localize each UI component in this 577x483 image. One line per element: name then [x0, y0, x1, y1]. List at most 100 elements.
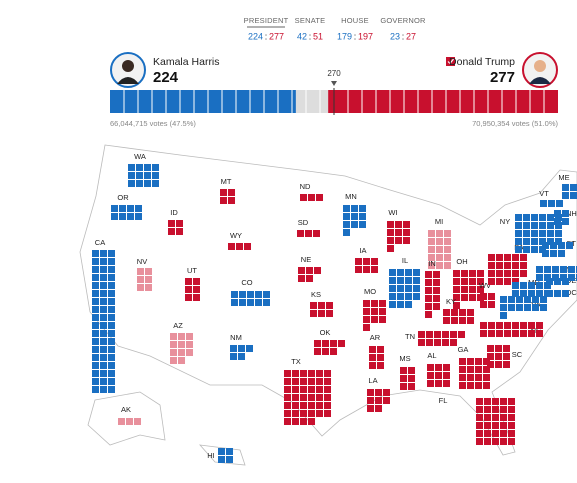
state-label: ME	[558, 173, 569, 182]
tile	[408, 375, 415, 382]
tile	[100, 282, 107, 289]
tile	[461, 270, 468, 277]
tile	[435, 364, 442, 371]
tile	[554, 290, 561, 297]
candidate-ev: 277	[490, 69, 515, 86]
tile	[475, 382, 482, 389]
tile	[539, 214, 546, 221]
tile	[531, 222, 538, 229]
tile	[515, 214, 522, 221]
tile	[263, 291, 270, 298]
tile	[100, 314, 107, 321]
tile	[369, 362, 376, 369]
tile	[246, 345, 253, 352]
tile	[467, 382, 474, 389]
tile	[247, 299, 254, 306]
state-label: VT	[539, 189, 549, 198]
tile	[434, 339, 441, 346]
tile	[118, 418, 125, 425]
tile	[284, 378, 291, 385]
tile	[226, 456, 233, 463]
tile	[436, 238, 443, 245]
state-label: DC	[566, 288, 577, 297]
tile	[562, 218, 569, 225]
tile	[100, 386, 107, 393]
tile	[492, 430, 499, 437]
tile	[554, 210, 561, 217]
tile	[193, 286, 200, 293]
tile	[495, 345, 502, 352]
vote-total: 66,044,715 votes (47.5%)	[110, 119, 196, 128]
state-tiles	[220, 189, 235, 204]
tile	[504, 254, 511, 261]
tile	[560, 274, 567, 281]
state-tiles	[355, 258, 378, 273]
tile	[231, 299, 238, 306]
tile	[436, 254, 443, 261]
tile	[520, 254, 527, 261]
tile	[536, 282, 543, 289]
tile	[111, 205, 118, 212]
state-label: IL	[402, 256, 408, 265]
tile	[135, 205, 142, 212]
tile	[387, 221, 394, 228]
tile	[308, 378, 315, 385]
tile	[397, 301, 404, 308]
tile	[428, 238, 435, 245]
tile	[469, 270, 476, 277]
tile	[185, 286, 192, 293]
tile	[145, 284, 152, 291]
tile	[520, 282, 527, 289]
tile	[128, 172, 135, 179]
tile	[434, 331, 441, 338]
state-label: AL	[427, 351, 436, 360]
tile	[428, 246, 435, 253]
tile	[531, 214, 538, 221]
tile	[284, 386, 291, 393]
state-tiles	[418, 331, 465, 346]
tile	[108, 322, 115, 329]
tile	[170, 357, 177, 364]
state-tiles	[300, 194, 323, 201]
tile	[413, 269, 420, 276]
tile	[500, 296, 507, 303]
tile	[459, 317, 466, 324]
tile	[523, 214, 530, 221]
tile	[292, 418, 299, 425]
tab-label: HOUSE	[341, 16, 369, 25]
tile	[377, 362, 384, 369]
state-tiles	[488, 254, 527, 285]
tile	[515, 238, 522, 245]
tile	[515, 222, 522, 229]
tile	[316, 402, 323, 409]
tile	[442, 331, 449, 338]
state-tiles	[111, 205, 142, 220]
tile	[562, 290, 569, 297]
tile	[170, 349, 177, 356]
tile	[483, 366, 490, 373]
tile	[508, 438, 515, 445]
tile	[135, 213, 142, 220]
tile	[492, 414, 499, 421]
tile	[427, 372, 434, 379]
tile	[508, 296, 515, 303]
tile	[247, 291, 254, 298]
tile	[375, 405, 382, 412]
tile	[300, 378, 307, 385]
state-tiles	[500, 296, 547, 319]
state-tiles	[314, 340, 345, 355]
tile	[322, 340, 329, 347]
tile	[500, 304, 507, 311]
candidate-name: Kamala Harris	[153, 56, 220, 68]
tab-dem: 179	[337, 31, 352, 41]
tile	[397, 269, 404, 276]
tile	[316, 194, 323, 201]
tile	[508, 406, 515, 413]
tile	[558, 250, 565, 257]
tile	[433, 271, 440, 278]
state-label: OK	[320, 328, 331, 337]
tile	[137, 276, 144, 283]
tile	[371, 258, 378, 265]
tile	[324, 394, 331, 401]
state-tiles	[343, 205, 366, 236]
